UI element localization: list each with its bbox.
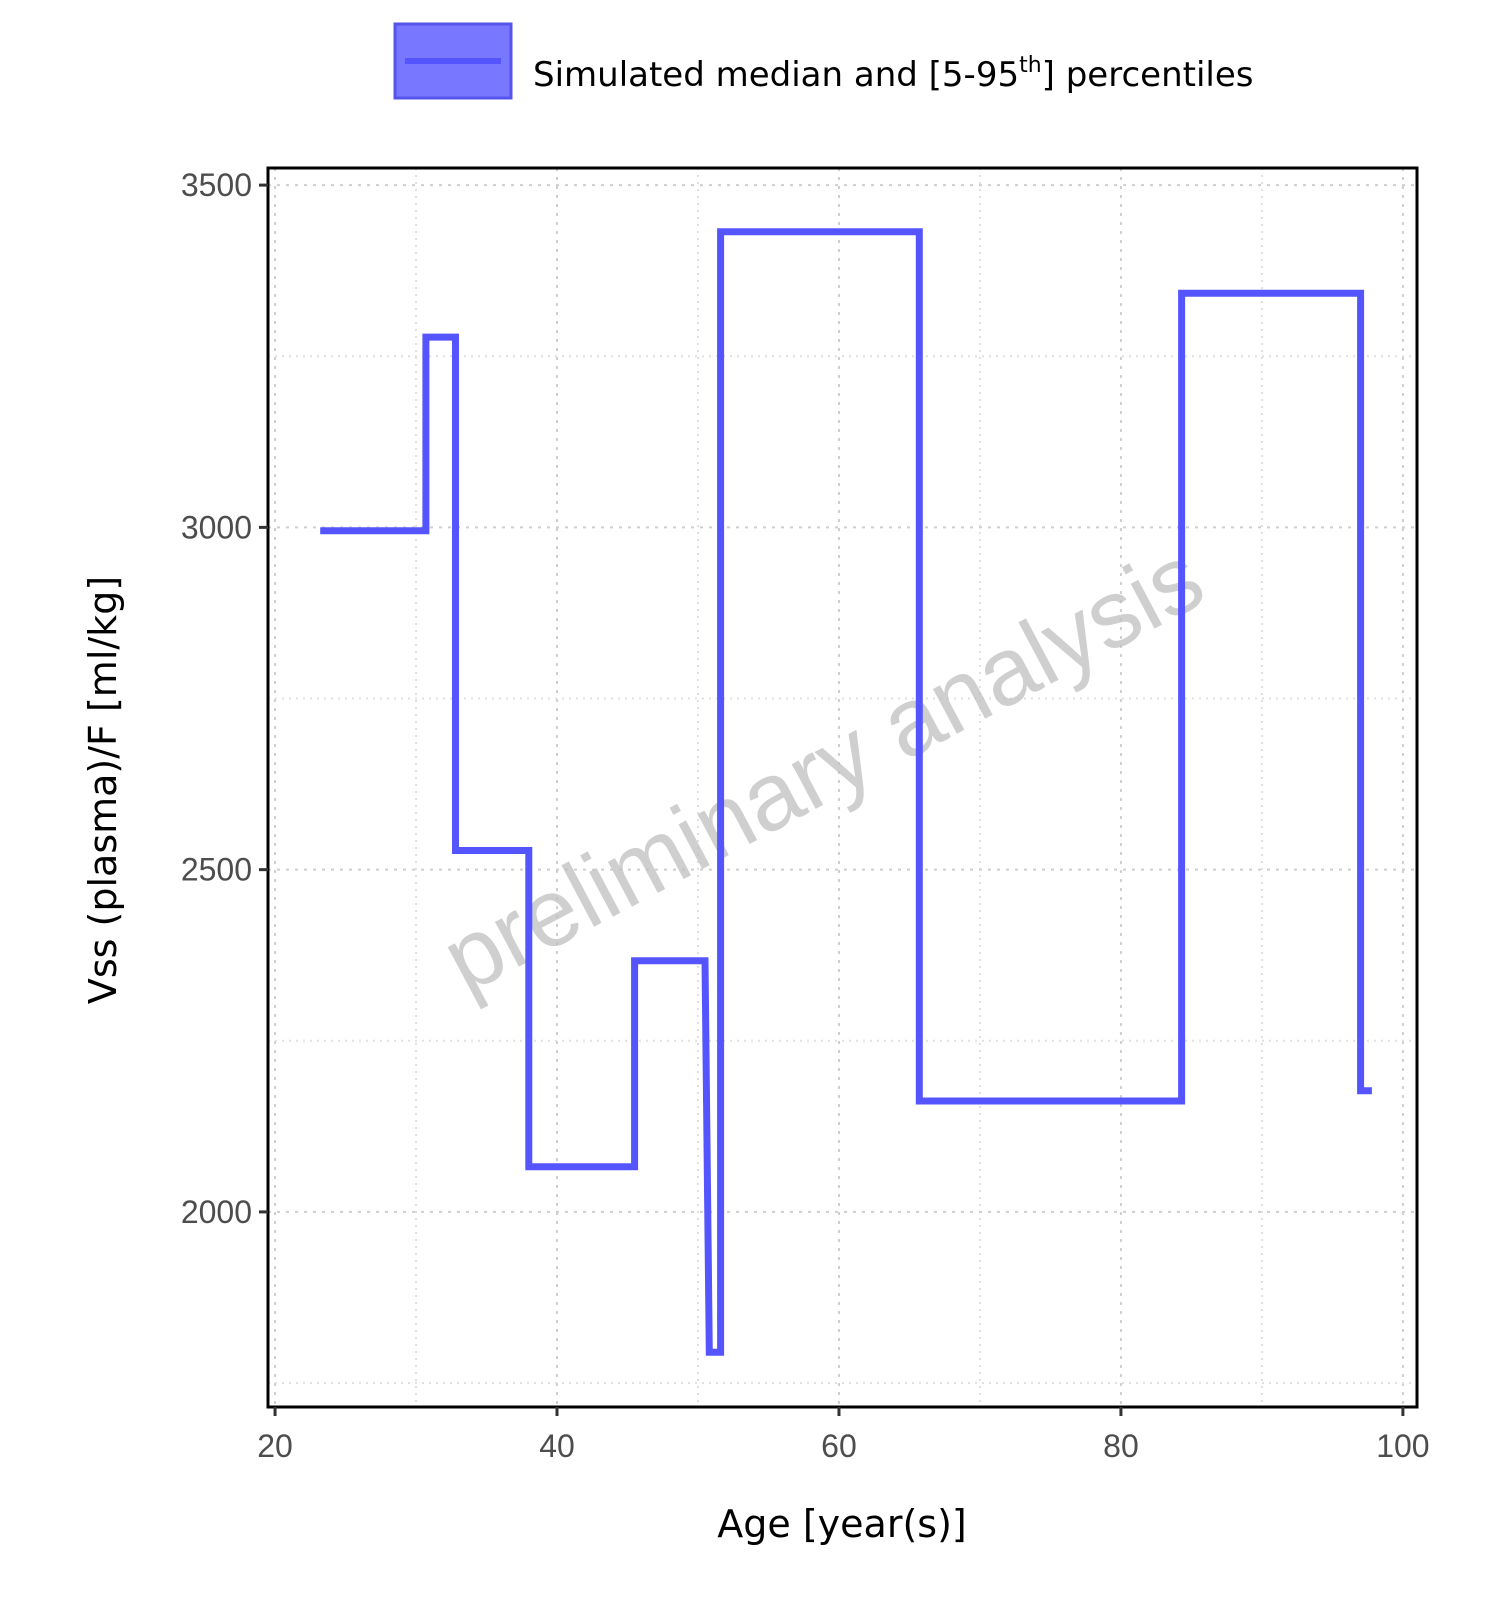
x-tick-label: 80 — [1103, 1428, 1139, 1464]
axis-ticks: 20 40 60 80 100 2000 2500 3000 3500 — [181, 167, 1430, 1464]
x-tick-label: 40 — [539, 1428, 575, 1464]
plot-frame — [266, 166, 1419, 1409]
legend-label-superscript: th — [1019, 53, 1042, 78]
watermark-text: preliminary analysis — [425, 523, 1220, 1013]
plot-border — [266, 166, 1419, 1409]
y-tick-label: 2500 — [181, 852, 252, 888]
series-layer — [320, 228, 1372, 1356]
x-tick-label: 100 — [1376, 1428, 1429, 1464]
legend-label: Simulated median and [5-95th] percentile… — [533, 53, 1253, 95]
x-axis-title: Age [year(s)] — [717, 1502, 966, 1546]
legend: Simulated median and [5-95th] percentile… — [393, 22, 1253, 100]
y-tick-label: 3000 — [181, 509, 252, 545]
x-tick-label: 20 — [257, 1428, 293, 1464]
series-line — [320, 228, 1372, 1356]
y-axis-title: Vss (plasma)/F [ml/kg] — [81, 576, 125, 1004]
x-tick-label: 60 — [821, 1428, 857, 1464]
grid — [268, 168, 1417, 1407]
y-tick-label: 3500 — [181, 167, 252, 203]
y-tick-label: 2000 — [181, 1194, 252, 1230]
